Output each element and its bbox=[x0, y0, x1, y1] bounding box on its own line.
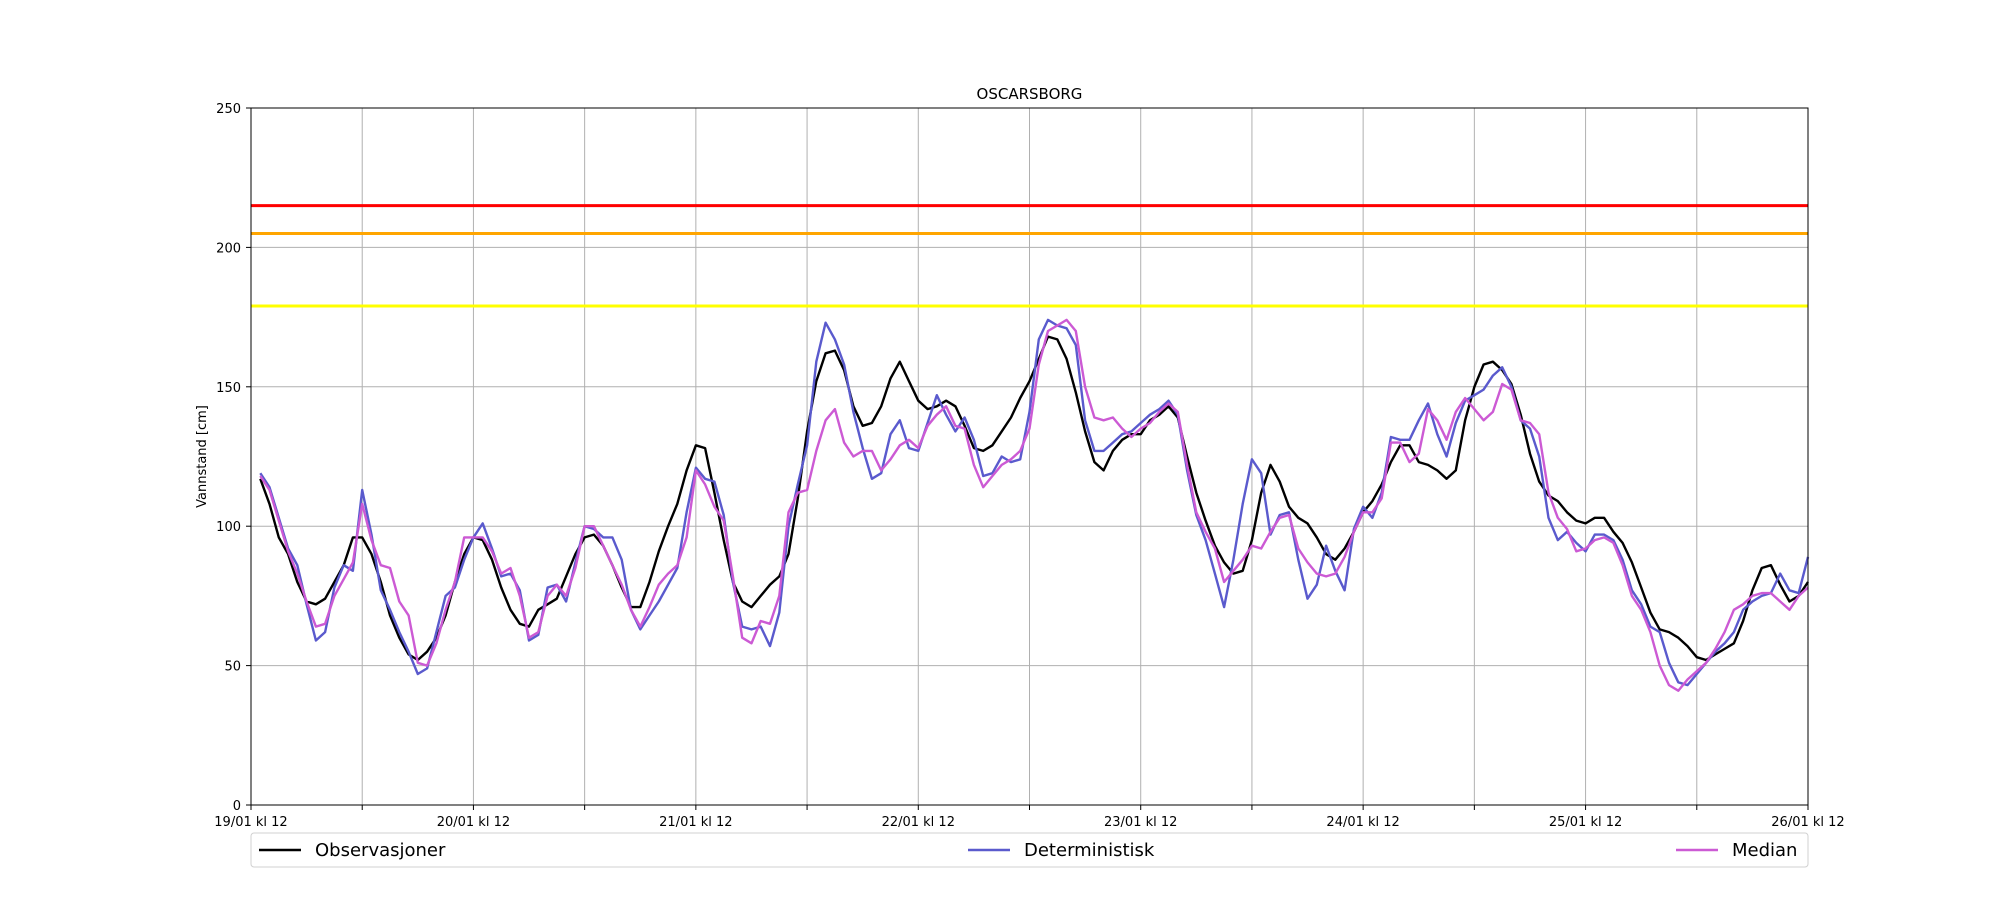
y-tick-label: 250 bbox=[216, 102, 241, 117]
y-tick-label: 0 bbox=[233, 799, 241, 814]
x-tick-label: 26/01 kl 12 bbox=[1771, 815, 1844, 830]
y-axis: 0 50 100 150 200 250 bbox=[216, 102, 251, 814]
y-tick-label: 150 bbox=[216, 381, 241, 396]
y-tick-label: 100 bbox=[216, 520, 241, 535]
x-tick-label: 24/01 kl 12 bbox=[1326, 815, 1399, 830]
legend-label: Observasjoner bbox=[315, 840, 446, 861]
legend: Observasjoner Deterministisk Median bbox=[250, 832, 1809, 868]
grid bbox=[250, 107, 1809, 806]
series-line-median bbox=[259, 318, 1809, 692]
x-tick-label: 20/01 kl 12 bbox=[437, 815, 510, 830]
legend-box bbox=[250, 832, 1809, 868]
chart-title: OSCARSBORG bbox=[977, 85, 1083, 103]
legend-label: Median bbox=[1732, 840, 1797, 861]
x-tick-label: 22/01 kl 12 bbox=[882, 815, 955, 830]
legend-label: Deterministisk bbox=[1024, 840, 1155, 861]
y-tick-label: 200 bbox=[216, 241, 241, 256]
y-axis-label: Vannstand [cm] bbox=[195, 405, 210, 508]
y-tick-label: 50 bbox=[224, 660, 241, 675]
series-lines bbox=[259, 318, 1810, 692]
series-line-observasjoner bbox=[259, 335, 1809, 662]
x-tick-label: 25/01 kl 12 bbox=[1549, 815, 1622, 830]
x-tick-label: 21/01 kl 12 bbox=[659, 815, 732, 830]
series-line-deterministisk bbox=[259, 318, 1810, 687]
x-axis: 19/01 kl 12 20/01 kl 12 21/01 kl 12 22/01 k… bbox=[214, 805, 1845, 830]
x-tick-label: 23/01 kl 12 bbox=[1104, 815, 1177, 830]
threshold-lines bbox=[251, 204, 1808, 308]
x-tick-label: 19/01 kl 12 bbox=[214, 815, 287, 830]
